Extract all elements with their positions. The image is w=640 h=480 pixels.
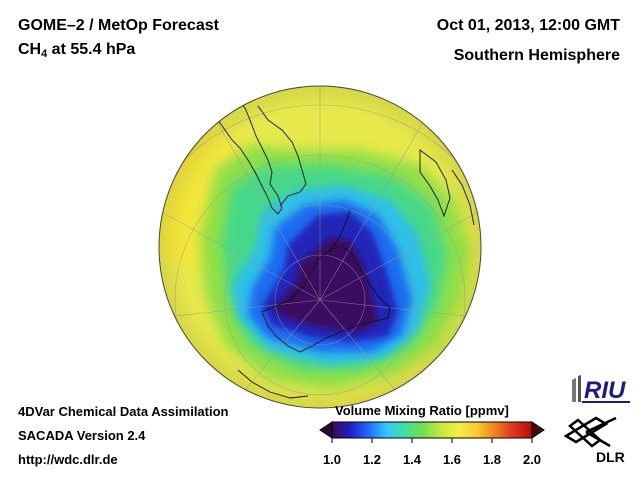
map-subtitle: CH4 at 55.4 hPa	[18, 41, 135, 60]
map-title: GOME–2 / MetOp Forecast	[18, 17, 219, 34]
species-name: CH	[18, 41, 42, 58]
species-subscript: 4	[41, 48, 48, 60]
colorbar-tick-label: 1.2	[362, 452, 382, 467]
footer-method: 4DVar Chemical Data Assimilation	[18, 404, 229, 419]
colorbar-max-arrow	[531, 421, 545, 439]
footer-version: SACADA Version 2.4	[18, 428, 146, 443]
forecast-datetime: Oct 01, 2013, 12:00 GMT	[436, 17, 620, 34]
colorbar	[319, 421, 545, 443]
colorbar-tick-label: 1.6	[442, 452, 462, 467]
svg-text:RIU: RIU	[584, 377, 626, 404]
colorbar-title: Volume Mixing Ratio [ppmv]	[335, 403, 509, 418]
dlr-logo: DLR	[563, 416, 625, 465]
colorbar-min-arrow	[319, 421, 333, 439]
hemisphere-label: Southern Hemisphere	[453, 47, 620, 64]
colorbar-tick-label: 1.0	[322, 452, 342, 467]
riu-logo: RIU	[572, 375, 630, 404]
footer-url[interactable]: http://wdc.dlr.de	[18, 452, 118, 467]
pressure-level: at 55.4 hPa	[47, 41, 136, 58]
colorbar-tick-label: 1.8	[482, 452, 502, 467]
colorbar-tick-label: 1.4	[402, 452, 422, 467]
colorbar-tick-label: 2.0	[522, 452, 542, 467]
svg-text:DLR: DLR	[596, 449, 625, 465]
colorbar-gradient	[331, 421, 533, 439]
